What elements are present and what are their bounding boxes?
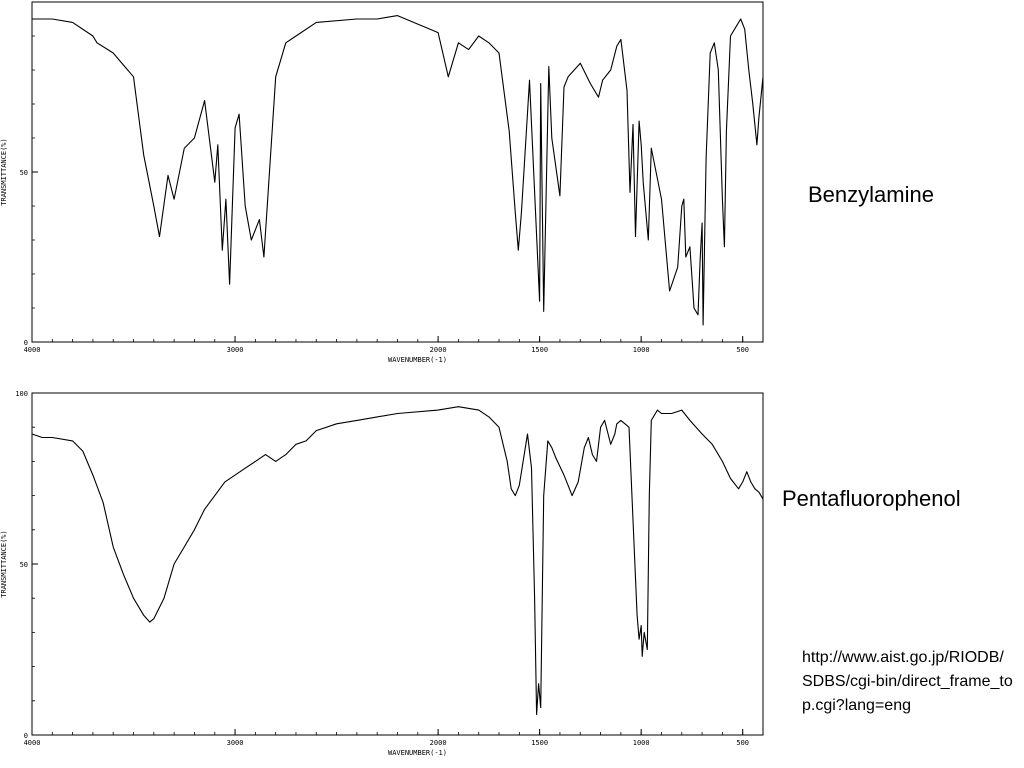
- y-tick-label: 0: [24, 732, 28, 740]
- x-tick-label: 1500: [531, 739, 548, 747]
- x-tick-label: 4000: [24, 739, 41, 747]
- x-axis-label: WAVENUMBER(-1): [388, 356, 447, 364]
- x-tick-label: 2000: [430, 739, 447, 747]
- x-tick-label: 3000: [227, 346, 244, 354]
- x-tick-label: 1500: [531, 346, 548, 354]
- x-axis-label: WAVENUMBER(-1): [388, 749, 447, 757]
- plot-frame: [31, 392, 764, 736]
- y-axis-label: TRANSMITTANCE(%): [0, 530, 8, 597]
- source-url: http://www.aist.go.jp/RIODB/SDBS/cgi-bin…: [802, 649, 1013, 714]
- x-tick-label: 500: [736, 739, 749, 747]
- y-tick-label: 50: [20, 169, 28, 177]
- x-tick-label: 4000: [24, 346, 41, 354]
- spectrum-line: [31, 406, 764, 716]
- compound-label-pentafluorophenol: Pentafluorophenol: [782, 486, 961, 511]
- plot-frame: [31, 1, 764, 343]
- y-axis-label: TRANSMITTANCE(%): [0, 138, 8, 205]
- y-tick-label: 50: [20, 561, 28, 569]
- spectrum-line: [32, 15, 764, 326]
- compound-label-benzylamine: Benzylamine: [808, 182, 934, 207]
- x-tick-label: 2000: [430, 346, 447, 354]
- minor-ticks: [32, 35, 744, 342]
- x-tick-label: 500: [736, 346, 749, 354]
- x-tick-label: 1000: [633, 739, 650, 747]
- ir-spectrum-benzylamine: 4000 3000 2000 1500 1000 500 0 50 WAVENUMBER(-1)…: [0, 0, 770, 372]
- spectrum-plot-benzylamine: 4000 3000 2000 1500 1000 500 0 50 WAVENUMBER(-1)…: [0, 1, 764, 364]
- x-tick-label: 3000: [227, 739, 244, 747]
- spectrum-plot-pentafluorophenol: 4000 3000 2000 1500 1000 500 0 50 100 WAVENUMBER(…: [0, 390, 764, 757]
- y-tick-label: 100: [15, 390, 28, 398]
- x-tick-label: 1000: [633, 346, 650, 354]
- y-tick-label: 0: [24, 339, 28, 347]
- ir-spectrum-pentafluorophenol: 4000 3000 2000 1500 1000 500 0 50 100 WAVENUMBER(…: [0, 384, 770, 768]
